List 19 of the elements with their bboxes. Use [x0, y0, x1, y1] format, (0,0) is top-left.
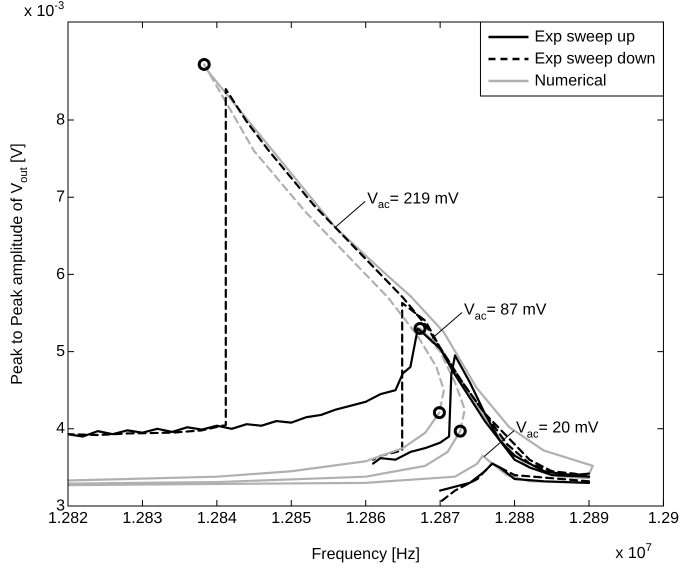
x-tick-label: 1.29	[648, 510, 680, 528]
y-tick-label: 7	[56, 188, 66, 206]
y-tick-label: 8	[56, 111, 66, 128]
x-tick-label: 1.283	[122, 510, 163, 528]
x-axis-title: Frequency [Hz]	[311, 546, 420, 563]
x-tick-label: 1.284	[196, 510, 237, 528]
legend-label: Numerical	[534, 72, 606, 90]
x-tick-label: 1.288	[494, 510, 535, 528]
legend-label: Exp sweep up	[534, 28, 636, 46]
x-tick-label: 1.289	[568, 510, 610, 528]
y-axis-title: Peak to Peak amplitude of Vout [V]	[9, 143, 30, 385]
x-tick-label: 1.287	[420, 510, 460, 528]
x-tick-label: 1.286	[346, 510, 386, 528]
legend-label: Exp sweep down	[534, 50, 656, 68]
y-tick-label: 6	[56, 266, 66, 283]
y-tick-label: 5	[56, 343, 66, 360]
y-tick-label: 4	[56, 420, 66, 438]
x-tick-label: 1.285	[271, 510, 312, 528]
x-tick-label: 1.282	[48, 510, 88, 528]
